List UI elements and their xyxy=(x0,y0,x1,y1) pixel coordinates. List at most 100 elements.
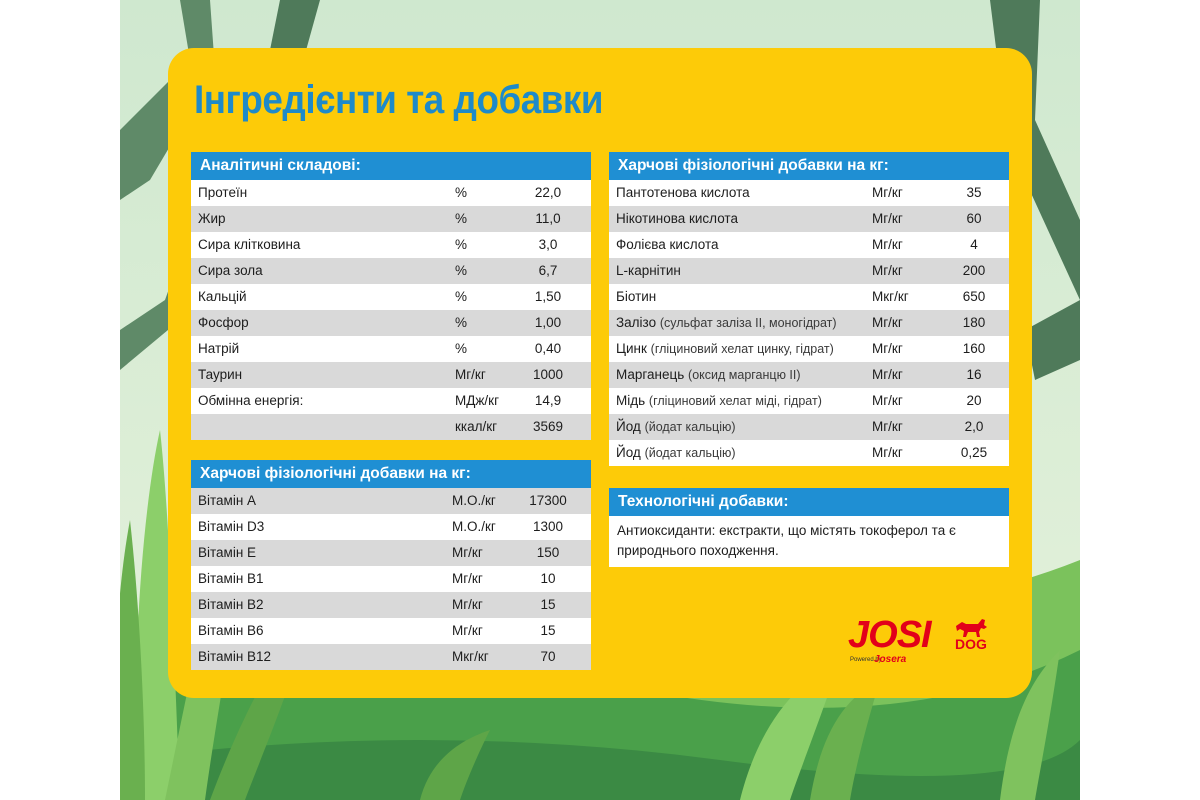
table-row: Кальцій% 1,50 xyxy=(191,284,591,310)
analytic-table: Аналітичні складові: Протеїн% 22,0 Жир% 11,… xyxy=(191,152,591,440)
row-unit: Мг/кг xyxy=(872,367,903,382)
row-name-text: Вітамін А xyxy=(198,493,257,508)
row-unit: Мг/кг xyxy=(872,315,903,330)
row-unit: М.О./кг xyxy=(452,493,496,508)
row-value: 0,25 xyxy=(960,445,988,460)
row-unit: Мг/кг xyxy=(872,445,903,460)
table-row: Жир% 11,0 xyxy=(191,206,591,232)
row-value: 15 xyxy=(540,623,556,638)
row-value: 160 xyxy=(962,341,986,356)
table-row: Вітамін В12 Мкг/кг 70 xyxy=(191,644,591,670)
row-note: (гліциновий хелат цинку, гідрат) xyxy=(650,342,834,356)
row-value: 650 xyxy=(962,289,986,304)
row-unit: % xyxy=(455,289,468,304)
row-name-text: Нікотинова кислота xyxy=(616,211,738,226)
row-name: Вітамін Е xyxy=(198,540,256,566)
row-name-text: Фолієва кислота xyxy=(616,237,719,252)
row-name-text: Мідь xyxy=(616,393,646,408)
row-value: 10 xyxy=(540,571,556,586)
row-value: 70 xyxy=(540,649,556,664)
row-name: Сира клітковина xyxy=(198,232,300,258)
row-name-text: Вітамін В12 xyxy=(198,649,272,664)
row-name-text: Натрій xyxy=(198,341,240,356)
table-row: Залізо (сульфат заліза II, моногідрат) Мг… xyxy=(609,310,1009,336)
table-row: Фолієва кислота Мг/кг 4 xyxy=(609,232,1009,258)
row-value: 180 xyxy=(962,315,986,330)
tech-text: Антиоксиданти: екстракти, що містять ток… xyxy=(617,523,956,558)
row-value: 35 xyxy=(966,185,982,200)
row-name-text: L-карнітин xyxy=(616,263,681,278)
row-name: Сира зола xyxy=(198,258,263,284)
table-row: Мідь (гліциновий хелат міді, гідрат) Мг/к… xyxy=(609,388,1009,414)
row-value: 11,0 xyxy=(535,211,561,226)
row-name-text: Пантотенова кислота xyxy=(616,185,750,200)
row-value: 200 xyxy=(962,263,986,278)
row-unit: % xyxy=(455,185,468,200)
row-unit: % xyxy=(455,315,468,330)
table-row: Біотин Мкг/кг 650 xyxy=(609,284,1009,310)
row-unit: Мг/кг xyxy=(872,211,903,226)
row-unit: Мг/кг xyxy=(872,263,903,278)
table-row: Протеїн% 22,0 xyxy=(191,180,591,206)
row-name: Натрій xyxy=(198,336,239,362)
row-name-text: Протеїн xyxy=(198,185,248,200)
row-name: Таурин xyxy=(198,362,242,388)
vitamins-table-header: Харчові фізіологічні добавки на кг: xyxy=(191,460,591,488)
row-name-text: Обмінна енергія: xyxy=(198,393,304,408)
row-name: Нікотинова кислота xyxy=(616,206,738,232)
ingredients-card: Інгредієнти та добавки Аналітичні складо… xyxy=(168,48,1032,698)
analytic-rows: Протеїн% 22,0 Жир% 11,0 Сира клітковина% 3,0 С… xyxy=(191,180,591,440)
row-name: Жир xyxy=(198,206,226,232)
table-row: Вітамін В2 Мг/кг 15 xyxy=(191,592,591,618)
row-value: 1,50 xyxy=(534,289,562,304)
row-name: L-карнітин xyxy=(616,258,681,284)
row-name-text: Жир xyxy=(198,211,226,226)
jungle-background: Інгредієнти та добавки Аналітичні складо… xyxy=(120,0,1080,800)
row-name-text: Марганець xyxy=(616,367,685,382)
row-name-text: Таурин xyxy=(198,367,243,382)
minerals-table: Харчові фізіологічні добавки на кг: Пант… xyxy=(609,152,1009,466)
row-name-text: Цинк xyxy=(616,341,647,356)
table-row: ккал/кг 3569 xyxy=(191,414,591,440)
row-unit: М.О./кг xyxy=(452,519,496,534)
row-name: Фосфор xyxy=(198,310,249,336)
row-unit: Мг/кг xyxy=(452,545,483,560)
row-value: 16 xyxy=(966,367,982,382)
row-name-text: Сира клітковина xyxy=(198,237,301,252)
row-name: Вітамін В12 xyxy=(198,644,271,670)
logo-brand: Josera xyxy=(874,654,907,665)
table-row: Вітамін А М.О./кг 17300 xyxy=(191,488,591,514)
row-name-text: Вітамін В1 xyxy=(198,571,264,586)
table-row: Марганець (оксид марганцю II) Мг/кг 16 xyxy=(609,362,1009,388)
row-unit: % xyxy=(455,263,468,278)
row-value: 6,7 xyxy=(538,263,558,278)
row-name-text: Йод xyxy=(616,445,641,460)
row-name: Фолієва кислота xyxy=(616,232,719,258)
tech-table: Технологічні добавки: Антиоксиданти: екс… xyxy=(609,488,1009,567)
row-name: Залізо (сульфат заліза II, моногідрат) xyxy=(616,310,837,336)
row-name: Вітамін А xyxy=(198,488,256,514)
row-name-text: Біотин xyxy=(616,289,657,304)
row-unit: % xyxy=(455,237,468,252)
table-row: Сира зола% 6,7 xyxy=(191,258,591,284)
table-row: Цинк (гліциновий хелат цинку, гідрат) Мг/… xyxy=(609,336,1009,362)
row-name-text: Сира зола xyxy=(198,263,263,278)
vitamins-rows: Вітамін А М.О./кг 17300 Вітамін D3 М.О./кг 13… xyxy=(191,488,591,670)
row-unit: Мг/кг xyxy=(872,419,903,434)
row-name: Кальцій xyxy=(198,284,247,310)
row-note: (сульфат заліза II, моногідрат) xyxy=(659,316,837,330)
row-unit: % xyxy=(455,211,468,226)
row-unit: Мг/кг xyxy=(872,237,903,252)
row-unit: % xyxy=(455,341,468,356)
row-name: Мідь (гліциновий хелат міді, гідрат) xyxy=(616,388,822,414)
row-name: Вітамін В1 xyxy=(198,566,264,592)
row-value: 0,40 xyxy=(534,341,562,356)
row-value: 20 xyxy=(966,393,982,408)
row-note: (оксид марганцю II) xyxy=(688,368,801,382)
tech-table-header: Технологічні добавки: xyxy=(609,488,1009,516)
row-name-text: Йод xyxy=(616,419,641,434)
row-value: 1,00 xyxy=(534,315,562,330)
row-value: 3,0 xyxy=(538,237,558,252)
row-value: 14,9 xyxy=(534,393,562,408)
row-value: 17300 xyxy=(529,493,567,508)
